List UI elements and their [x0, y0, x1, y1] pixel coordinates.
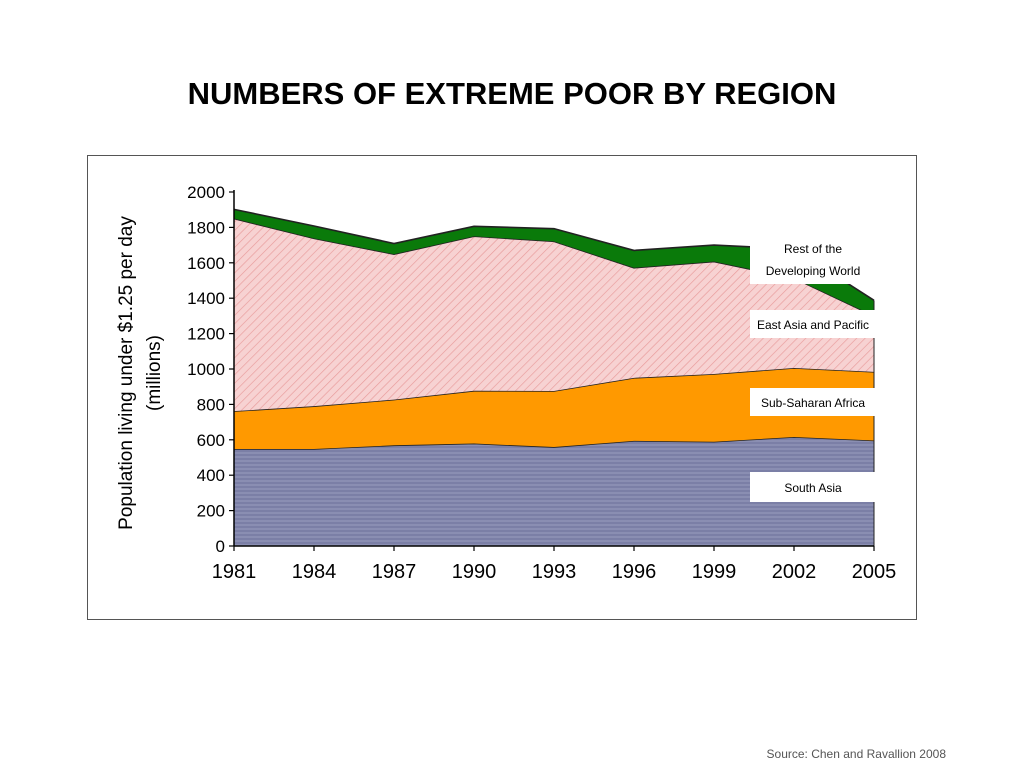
x-tick-label-1999: 1999	[692, 561, 737, 583]
x-tick-label-1981: 1981	[212, 561, 257, 583]
y-tick-label-1600: 1600	[187, 254, 225, 273]
label-box-east-asia-and-pacific	[750, 310, 876, 338]
area-rest-of-the-developing-world	[234, 209, 874, 316]
area-label-east-asia-and-pacific: East Asia and Pacific	[757, 318, 869, 332]
y-axis-label-line-1: Population living under $1.25 per day	[116, 216, 137, 530]
y-tick-label-2000: 2000	[187, 183, 225, 202]
area-label-sub-saharan-africa: Sub-Saharan Africa	[761, 396, 865, 410]
area-sub-saharan-africa	[234, 367, 874, 450]
y-tick-label-800: 800	[197, 395, 225, 414]
area-south-asia	[234, 436, 874, 546]
label-box-rest-of-the-developing-world	[750, 234, 876, 284]
x-tick-label-2005: 2005	[852, 561, 897, 583]
y-tick-label-1000: 1000	[187, 360, 225, 379]
y-tick-label-1800: 1800	[187, 218, 225, 237]
y-tick-label-600: 600	[197, 431, 225, 450]
x-tick-label-1996: 1996	[612, 561, 657, 583]
area-label-line: Sub-Saharan Africa	[761, 396, 865, 410]
x-tick-label-2002: 2002	[772, 561, 817, 583]
area-label-line: East Asia and Pacific	[757, 318, 869, 332]
area-labels: Rest of the Developing World East Asia and…	[750, 234, 876, 502]
label-box-sub-saharan-africa	[750, 388, 876, 416]
x-tick-label-1993: 1993	[532, 561, 577, 583]
source-note: Source: Chen and Ravallion 2008	[766, 747, 946, 761]
area-label-line: Developing World	[766, 264, 861, 278]
area-layers	[233, 208, 875, 546]
y-tick-label-1200: 1200	[187, 325, 225, 344]
x-tick-label-1984: 1984	[292, 561, 337, 583]
label-box-south-asia	[750, 472, 876, 502]
chart-frame: 0 200 400 600 800 1000 1200 1400 1600 1800 2000 198…	[87, 155, 917, 620]
y-tick-label-1400: 1400	[187, 289, 225, 308]
area-label-line: South Asia	[784, 481, 842, 495]
y-tick-label-200: 200	[197, 502, 225, 521]
area-label-line: Rest of the	[784, 242, 842, 256]
area-label-rest-of-the-developing-world: Rest of the Developing World	[766, 242, 861, 278]
axes: 0 200 400 600 800 1000 1200 1400 1600 1800 2000 198…	[187, 183, 896, 583]
y-tick-label-400: 400	[197, 466, 225, 485]
x-tick-label-1990: 1990	[452, 561, 497, 583]
area-label-south-asia: South Asia	[784, 481, 842, 495]
area-east-asia-and-pacific	[234, 218, 874, 412]
y-axis-label: Population living under $1.25 per day (mi…	[116, 216, 165, 530]
y-tick-label-0: 0	[216, 537, 225, 556]
x-tick-label-1987: 1987	[372, 561, 417, 583]
area-chart: 0 200 400 600 800 1000 1200 1400 1600 1800 2000 198…	[116, 183, 896, 583]
y-axis-label-line-2: (millions)	[144, 335, 165, 411]
slide-title: NUMBERS OF EXTREME POOR BY REGION	[187, 76, 837, 111]
